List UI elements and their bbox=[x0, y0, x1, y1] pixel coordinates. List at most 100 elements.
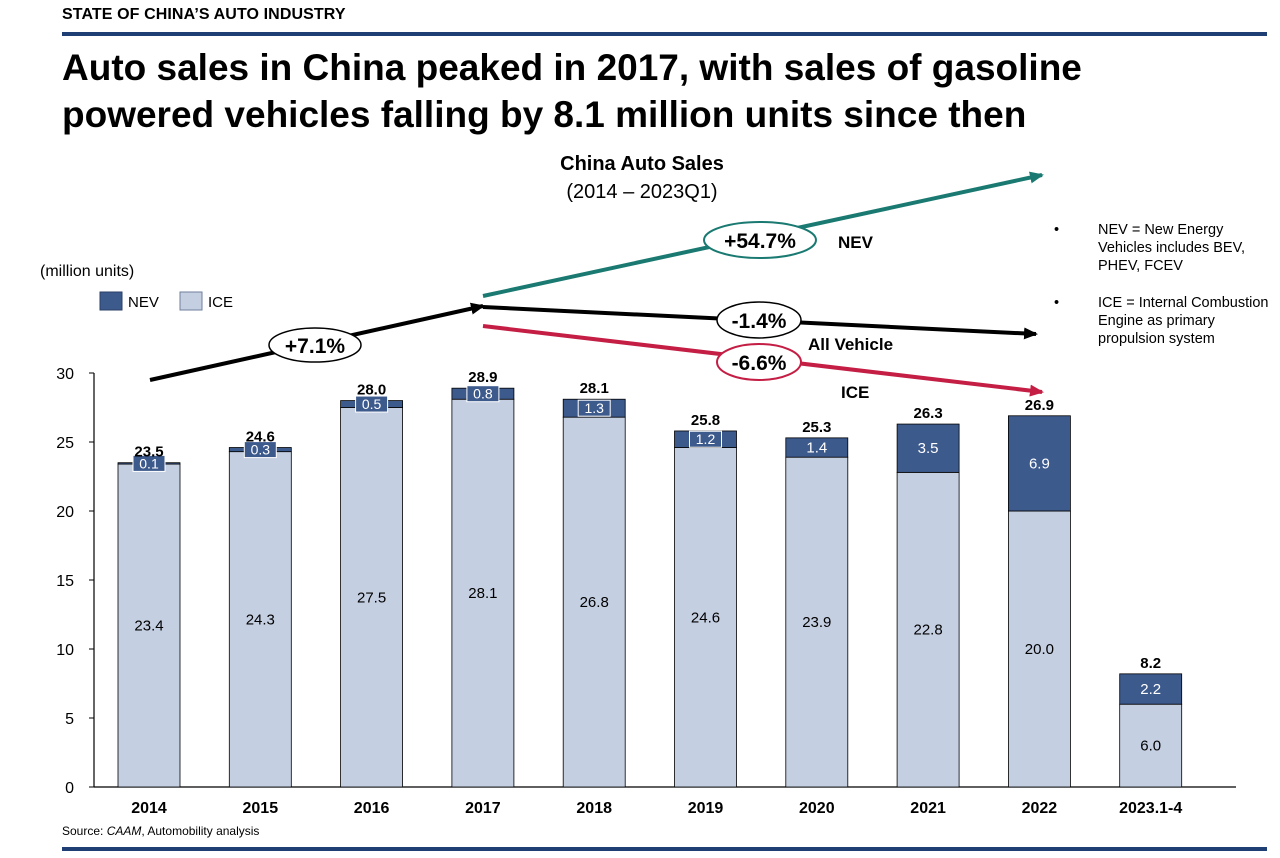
data-label-total: 26.9 bbox=[1025, 397, 1054, 414]
chart-subtitle: (2014 – 2023Q1) bbox=[566, 181, 717, 203]
bar-nev bbox=[1008, 415, 1071, 512]
unit-label: (million units) bbox=[40, 263, 134, 280]
data-label-ice: 6.0 bbox=[1140, 738, 1161, 755]
legend: NEV ICE bbox=[99, 291, 233, 311]
data-label-ice: 26.8 bbox=[580, 594, 609, 611]
bubble-label-all-2014-2017: +7.1% bbox=[285, 335, 345, 358]
data-label-ice: 24.6 bbox=[691, 609, 720, 626]
tag-ice: ICE bbox=[841, 383, 869, 402]
bubble-ice bbox=[716, 343, 802, 381]
x-tick-label: 2016 bbox=[354, 800, 390, 817]
y-tick-label: 25 bbox=[56, 435, 74, 452]
y-tick-label: 10 bbox=[56, 642, 74, 659]
x-tick-label: 2020 bbox=[799, 800, 835, 817]
data-label-box-nev bbox=[689, 430, 722, 448]
bar-ice bbox=[562, 416, 626, 788]
note-text: ICE = Internal Combustion Engine as prim… bbox=[1098, 295, 1269, 347]
data-label-nev: 0.5 bbox=[362, 396, 382, 412]
data-label-ice: 23.9 bbox=[802, 614, 831, 631]
definition-notes: • NEV = New Energy Vehicles includes BEV… bbox=[1050, 221, 1280, 367]
data-label-nev: 6.9 bbox=[1029, 455, 1050, 472]
data-label-total: 28.9 bbox=[468, 369, 497, 386]
note-ice: • ICE = Internal Combustion Engine as pr… bbox=[1050, 294, 1280, 348]
data-label-ice: 20.0 bbox=[1025, 641, 1054, 658]
bubble-all-2014-2017 bbox=[268, 327, 362, 363]
y-tick-label: 0 bbox=[65, 780, 74, 797]
tag-all-vehicle: All Vehicle bbox=[808, 335, 893, 354]
headline: Auto sales in China peaked in 2017, with… bbox=[62, 47, 1082, 135]
data-label-box-nev bbox=[577, 399, 611, 417]
data-label-total: 28.1 bbox=[580, 380, 609, 397]
bar-ice bbox=[451, 398, 515, 788]
data-label-nev: 2.2 bbox=[1140, 681, 1161, 698]
data-label-box-nev bbox=[243, 441, 277, 459]
legend-swatch-ice bbox=[179, 291, 203, 311]
bubble-nev bbox=[703, 221, 817, 259]
bar-ice bbox=[785, 456, 849, 788]
bubble-label-nev: +54.7% bbox=[724, 230, 796, 253]
source-suffix: , Automobility analysis bbox=[141, 824, 260, 838]
data-label-nev: 0.3 bbox=[251, 442, 271, 458]
data-label-nev: 3.5 bbox=[918, 440, 939, 457]
data-label-nev: 1.4 bbox=[806, 440, 827, 457]
tag-nev: NEV bbox=[838, 233, 874, 252]
data-label-total: 28.0 bbox=[357, 382, 386, 399]
bar-ice bbox=[674, 447, 737, 788]
top-rule bbox=[62, 32, 1267, 36]
legend-swatch-nev bbox=[99, 291, 123, 311]
bar-ice bbox=[117, 463, 181, 788]
y-tick-label: 15 bbox=[56, 573, 74, 590]
bars: 23.40.123.5201424.30.324.6201527.50.528.… bbox=[117, 369, 1183, 817]
legend-label-ice: ICE bbox=[208, 294, 233, 311]
bottom-rule bbox=[62, 847, 1267, 851]
data-label-total: 24.6 bbox=[246, 429, 275, 446]
data-label-nev: 0.8 bbox=[473, 386, 493, 402]
bubble-all-vehicle bbox=[716, 301, 802, 339]
x-tick-label: 2021 bbox=[910, 800, 946, 817]
data-label-total: 8.2 bbox=[1140, 655, 1161, 672]
x-tick-label: 2023.1-4 bbox=[1119, 800, 1182, 817]
kicker: STATE OF CHINA’S AUTO INDUSTRY bbox=[62, 6, 346, 23]
x-tick-label: 2017 bbox=[465, 800, 501, 817]
note-bullet: • bbox=[1054, 295, 1060, 311]
data-label-ice: 24.3 bbox=[246, 611, 275, 628]
data-label-total: 26.3 bbox=[913, 405, 942, 422]
data-label-ice: 22.8 bbox=[913, 622, 942, 639]
data-label-box-nev bbox=[132, 454, 166, 472]
trend-annotations: +7.1% +54.7% NEV -1.4% All Vehicle -6.6%… bbox=[149, 171, 1044, 402]
bar-nev bbox=[896, 423, 960, 473]
y-tick-label: 5 bbox=[65, 711, 74, 728]
y-tick-label: 20 bbox=[56, 504, 74, 521]
data-label-ice: 23.4 bbox=[134, 618, 163, 635]
data-label-total: 25.3 bbox=[802, 419, 831, 436]
bar-nev bbox=[785, 437, 849, 458]
x-tick-label: 2015 bbox=[243, 800, 279, 817]
source-italic: CAAM bbox=[106, 824, 142, 838]
data-label-total: 23.5 bbox=[134, 444, 163, 461]
x-tick-label: 2018 bbox=[576, 800, 612, 817]
x-tick-label: 2019 bbox=[688, 800, 724, 817]
bar-ice bbox=[228, 451, 292, 788]
data-label-total: 25.8 bbox=[691, 412, 720, 429]
bubble-label-all-vehicle: -1.4% bbox=[732, 310, 787, 333]
chart-title: China Auto Sales bbox=[560, 153, 724, 175]
data-label-box-nev bbox=[355, 395, 389, 413]
bar-nev bbox=[1119, 673, 1183, 705]
note-text: NEV = New Energy Vehicles includes BEV, … bbox=[1098, 222, 1245, 274]
x-tick-label: 2014 bbox=[131, 800, 167, 817]
data-label-box-nev bbox=[466, 385, 500, 403]
bar-ice bbox=[340, 407, 404, 788]
x-tick-label: 2022 bbox=[1022, 800, 1058, 817]
legend-label-nev: NEV bbox=[128, 294, 159, 311]
source-prefix: Source: bbox=[62, 824, 107, 838]
y-tick-label: 30 bbox=[56, 366, 74, 383]
note-bullet: • bbox=[1054, 222, 1060, 238]
source-note: Source: CAAM, Automobility analysis bbox=[62, 824, 259, 838]
bar-ice bbox=[896, 471, 960, 788]
note-nev: • NEV = New Energy Vehicles includes BEV… bbox=[1050, 221, 1280, 275]
bar-ice bbox=[1119, 703, 1183, 788]
data-label-nev: 1.3 bbox=[584, 400, 604, 416]
data-label-ice: 27.5 bbox=[357, 589, 386, 606]
data-label-ice: 28.1 bbox=[468, 585, 497, 602]
